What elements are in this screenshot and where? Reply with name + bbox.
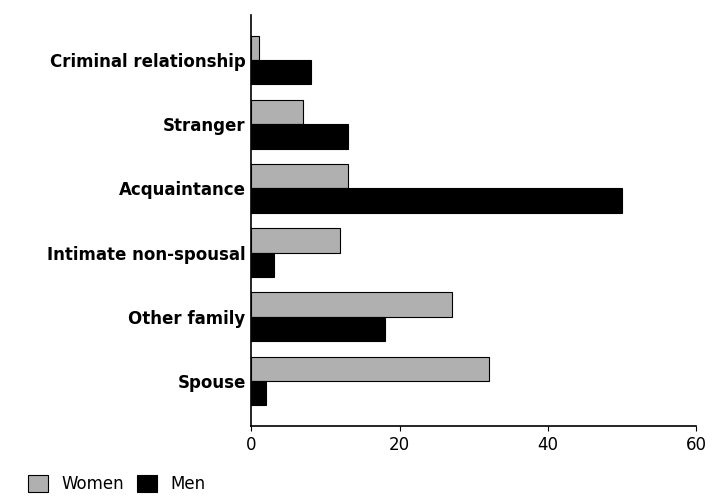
Legend: Women, Men: Women, Men [28,475,206,493]
Bar [251,381,266,405]
Bar [251,124,348,149]
Bar [251,253,274,277]
Bar [251,60,311,84]
Bar [251,188,623,213]
Bar [251,164,348,188]
Bar [251,293,452,317]
Bar [251,317,385,341]
Bar [251,36,258,60]
Bar [251,228,340,253]
Bar [251,100,303,124]
Bar [251,357,489,381]
